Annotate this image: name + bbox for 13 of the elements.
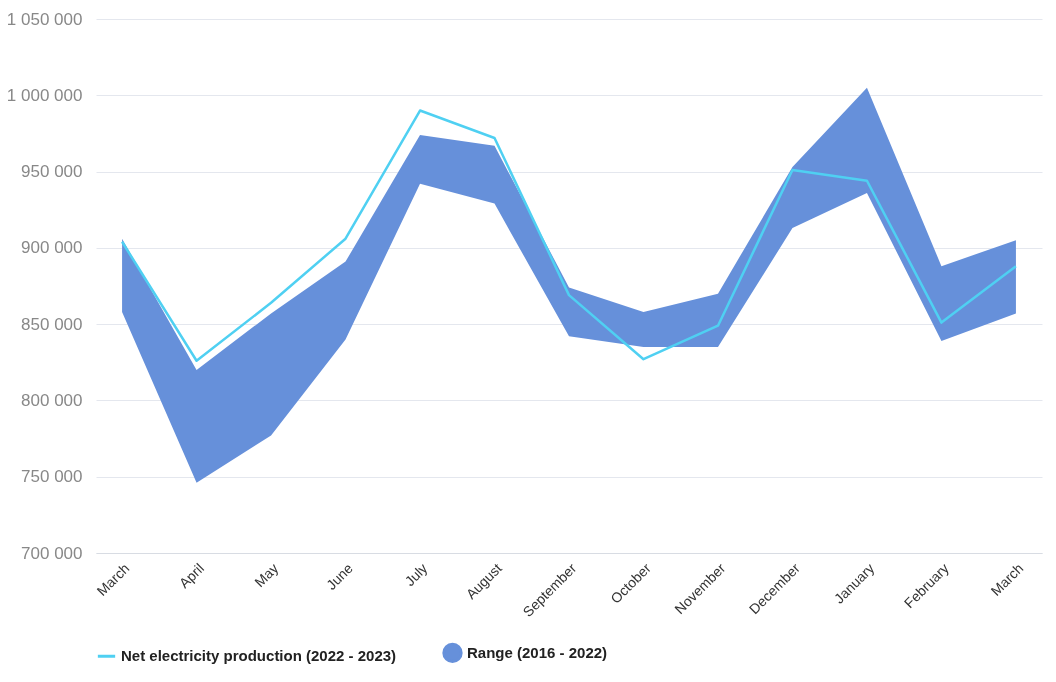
x-tick-label: July: [401, 560, 431, 590]
y-tick-label: 1 050 000: [6, 9, 83, 29]
y-tick-label: 750 000: [21, 467, 83, 487]
x-tick-label: May: [251, 560, 282, 591]
y-tick-label: 700 000: [21, 543, 83, 563]
y-tick-label: 1 000 000: [6, 85, 83, 105]
legend-label: Range (2016 - 2022): [467, 643, 608, 661]
y-tick-label: 800 000: [21, 390, 83, 410]
line-series: [120, 109, 1018, 363]
legend-label: Net electricity production (2022 - 2023): [121, 647, 397, 665]
y-tick-label: 900 000: [21, 238, 83, 258]
y-tick-label: 950 000: [21, 162, 83, 182]
y-tick-label: 850 000: [21, 314, 83, 334]
